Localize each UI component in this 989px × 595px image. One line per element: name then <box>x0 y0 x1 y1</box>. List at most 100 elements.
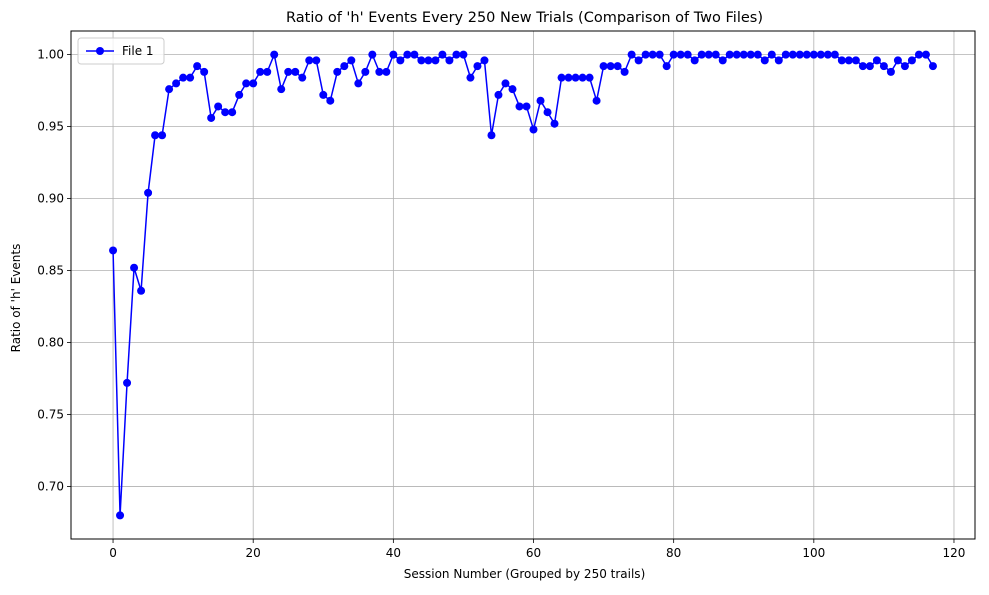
data-point <box>326 96 335 105</box>
data-point <box>186 73 195 82</box>
data-point <box>718 56 727 65</box>
data-point <box>270 50 279 59</box>
data-point <box>389 50 398 59</box>
data-point <box>655 50 664 59</box>
data-point <box>830 50 839 59</box>
y-tick-label: 0.75 <box>37 408 64 422</box>
data-point <box>914 50 923 59</box>
data-layer <box>109 50 937 520</box>
x-tick-label: 60 <box>526 546 541 560</box>
data-point <box>291 67 300 76</box>
x-tick-label: 100 <box>802 546 825 560</box>
data-point <box>172 79 181 88</box>
data-point <box>277 85 286 94</box>
data-point <box>410 50 419 59</box>
data-point <box>431 56 440 65</box>
data-point <box>732 50 741 59</box>
data-point <box>480 56 489 65</box>
data-point <box>536 96 545 105</box>
data-point <box>438 50 447 59</box>
data-point <box>599 62 608 71</box>
data-point <box>809 50 818 59</box>
data-point <box>669 50 678 59</box>
data-point <box>774 56 783 65</box>
data-point <box>928 62 937 71</box>
data-point <box>501 79 510 88</box>
data-point <box>305 56 314 65</box>
data-point <box>445 56 454 65</box>
data-point <box>361 67 370 76</box>
data-point <box>578 73 587 82</box>
data-point <box>214 102 223 111</box>
data-point <box>165 85 174 94</box>
data-point <box>739 50 748 59</box>
data-point <box>284 67 293 76</box>
data-point <box>375 67 384 76</box>
data-point <box>228 108 237 117</box>
data-point <box>690 56 699 65</box>
data-point <box>340 62 349 71</box>
data-point <box>676 50 685 59</box>
data-point <box>627 50 636 59</box>
y-tick-label: 0.70 <box>37 480 64 494</box>
data-point <box>494 90 503 99</box>
plot-frame <box>70 30 976 540</box>
data-point <box>900 62 909 71</box>
data-point <box>459 50 468 59</box>
x-tick-label: 0 <box>109 546 117 560</box>
data-point <box>522 102 531 111</box>
data-point <box>795 50 804 59</box>
data-point <box>865 62 874 71</box>
data-point <box>893 56 902 65</box>
data-point <box>648 50 657 59</box>
data-point <box>564 73 573 82</box>
data-point <box>543 108 552 117</box>
x-axis-label: Session Number (Grouped by 250 trails) <box>404 567 646 581</box>
data-point <box>557 73 566 82</box>
y-axis-label: Ratio of 'h' Events <box>9 244 23 353</box>
data-point <box>200 67 209 76</box>
data-point <box>606 62 615 71</box>
data-point <box>403 50 412 59</box>
data-point <box>592 96 601 105</box>
data-point <box>123 378 132 387</box>
data-point <box>872 56 881 65</box>
data-point <box>921 50 930 59</box>
data-point <box>179 73 188 82</box>
data-point <box>263 67 272 76</box>
data-point <box>662 62 671 71</box>
data-point <box>753 50 762 59</box>
data-point <box>221 108 230 117</box>
data-point <box>249 79 258 88</box>
data-point <box>837 56 846 65</box>
data-point <box>417 56 426 65</box>
legend: File 1 <box>77 37 165 65</box>
data-point <box>907 56 916 65</box>
data-point <box>767 50 776 59</box>
y-tick-label: 0.90 <box>37 192 64 206</box>
data-point <box>130 263 139 272</box>
data-point <box>151 131 160 140</box>
data-point <box>879 62 888 71</box>
y-tick-label: 1.00 <box>37 48 64 62</box>
data-point <box>466 73 475 82</box>
data-point <box>137 286 146 295</box>
data-point <box>144 188 153 197</box>
data-point <box>473 62 482 71</box>
data-point <box>571 73 580 82</box>
data-point <box>235 90 244 99</box>
data-point <box>711 50 720 59</box>
legend-box <box>77 37 165 65</box>
data-point <box>697 50 706 59</box>
data-point <box>319 90 328 99</box>
data-point <box>816 50 825 59</box>
data-point <box>585 73 594 82</box>
data-point <box>844 56 853 65</box>
data-point <box>333 67 342 76</box>
data-point <box>298 73 307 82</box>
data-point <box>683 50 692 59</box>
data-point <box>312 56 321 65</box>
data-point <box>781 50 790 59</box>
